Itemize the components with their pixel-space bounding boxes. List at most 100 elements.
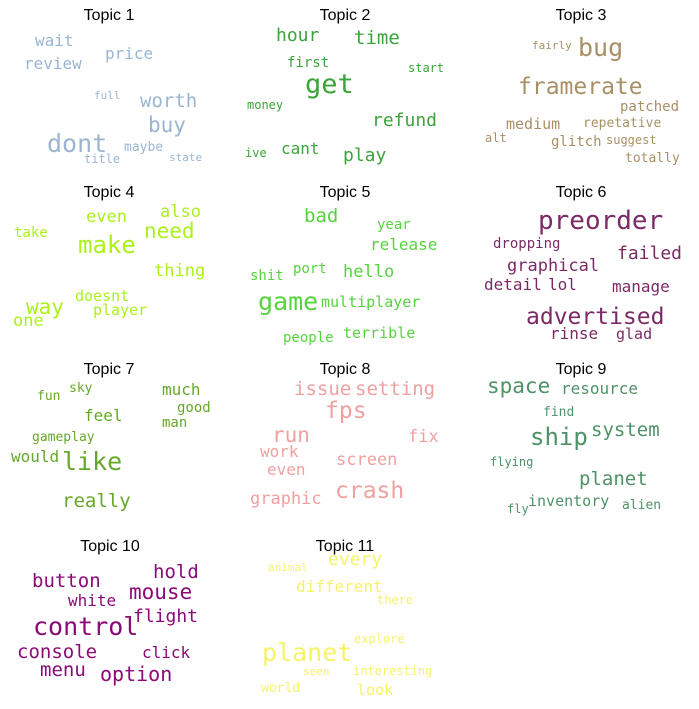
word-terrible: terrible <box>343 324 415 342</box>
word-setting: setting <box>355 378 435 400</box>
word-mouse: mouse <box>129 580 192 604</box>
word-fps: fps <box>325 398 367 424</box>
word-money: money <box>247 98 283 112</box>
word-get: get <box>305 69 354 100</box>
word-find: find <box>543 405 574 420</box>
panel-title: Topic 8 <box>320 361 371 378</box>
word-gameplay: gameplay <box>32 430 95 445</box>
word-alt: alt <box>485 131 507 145</box>
word-feel: feel <box>84 406 123 425</box>
word-sky: sky <box>69 381 93 396</box>
word-state: state <box>169 151 202 164</box>
word-refund: refund <box>372 110 437 131</box>
word-people: people <box>283 330 334 346</box>
word-good: good <box>177 400 211 416</box>
word-space: space <box>487 374 550 398</box>
word-port: port <box>293 261 327 277</box>
word-dropping: dropping <box>493 236 560 252</box>
word-planet: planet <box>579 468 648 490</box>
word-issue: issue <box>294 378 351 400</box>
panel-title: Topic 6 <box>556 184 607 201</box>
word-release: release <box>370 235 437 254</box>
word-seen: seen <box>303 665 330 678</box>
word-control: control <box>33 612 138 641</box>
word-make: make <box>78 231 136 259</box>
word-resource: resource <box>561 379 638 398</box>
panel-title: Topic 9 <box>556 361 607 378</box>
word-bad: bad <box>304 205 338 227</box>
word-man: man <box>162 415 187 431</box>
word-dont: dont <box>47 129 107 158</box>
panel-title: Topic 11 <box>316 538 375 555</box>
word-worth: worth <box>140 90 197 112</box>
panel-title: Topic 3 <box>556 7 607 24</box>
word-year: year <box>377 217 411 233</box>
word-advertised: advertised <box>526 304 664 330</box>
word-need: need <box>144 219 195 243</box>
word-play: play <box>343 145 387 166</box>
word-patched: patched <box>620 99 679 115</box>
word-white: white <box>68 591 116 610</box>
word-suggest: suggest <box>606 133 657 147</box>
word-explore: explore <box>354 632 405 646</box>
word-one: one <box>13 311 44 331</box>
word-hold: hold <box>153 561 199 583</box>
panel-title: Topic 2 <box>320 7 371 24</box>
word-glitch: glitch <box>551 134 602 150</box>
word-flight: flight <box>133 606 198 627</box>
word-fly: fly <box>507 502 529 516</box>
word-console: console <box>17 641 97 663</box>
wordcloud-panel-4: Topic 4 even also take make need thing doesnt wa… <box>13 184 205 331</box>
wordcloud-panel-10: Topic 10 button hold white mouse controlfligh… <box>17 538 199 686</box>
word-multiplayer: multiplayer <box>321 293 420 311</box>
word-much: much <box>162 380 201 399</box>
word-really: really <box>62 490 131 512</box>
word-also: also <box>160 202 201 222</box>
word-player: player <box>93 301 147 319</box>
word-repetative: repetative <box>583 116 661 131</box>
word-time: time <box>354 27 400 49</box>
word-planet: planet <box>262 638 352 667</box>
word-lol: lol <box>548 275 577 294</box>
word-fairly: fairly <box>532 39 572 52</box>
word-preorder: preorder <box>538 206 663 236</box>
word-medium: medium <box>506 115 560 133</box>
word-price: price <box>105 44 153 63</box>
panel-title: Topic 5 <box>320 184 371 201</box>
word-totally: totally <box>625 151 680 166</box>
word-ship: ship <box>530 423 588 451</box>
wordcloud-panel-5: Topic 5 bad year release port hello shit game mu… <box>250 184 437 346</box>
word-rinse: rinse <box>550 324 598 343</box>
word-different: different <box>296 577 383 596</box>
word-would: would <box>11 447 59 466</box>
word-fix: fix <box>408 427 439 447</box>
word-way: way <box>26 295 64 319</box>
word-there: there <box>377 593 413 607</box>
word-crash: crash <box>335 478 404 504</box>
word-hello: hello <box>343 262 394 282</box>
word-even: even <box>86 207 127 227</box>
word-bug: bug <box>578 33 623 62</box>
word-framerate: framerate <box>518 74 643 100</box>
word-inventory: inventory <box>528 492 609 510</box>
word-buy: buy <box>148 113 186 137</box>
word-every: every <box>328 549 382 570</box>
word-alien: alien <box>622 498 661 513</box>
word-fun: fun <box>37 389 60 404</box>
word-start: start <box>408 61 444 75</box>
word-review: review <box>24 54 82 73</box>
word-click: click <box>142 643 191 662</box>
word-graphical: graphical <box>507 256 599 276</box>
word-full: full <box>94 89 121 102</box>
word-doesnt: doesnt <box>75 287 129 305</box>
word-animal: animal <box>268 561 308 574</box>
word-failed: failed <box>617 243 682 264</box>
word-interesting: interesting <box>353 664 432 678</box>
word-take: take <box>14 225 48 241</box>
panel-title: Topic 4 <box>84 184 135 201</box>
